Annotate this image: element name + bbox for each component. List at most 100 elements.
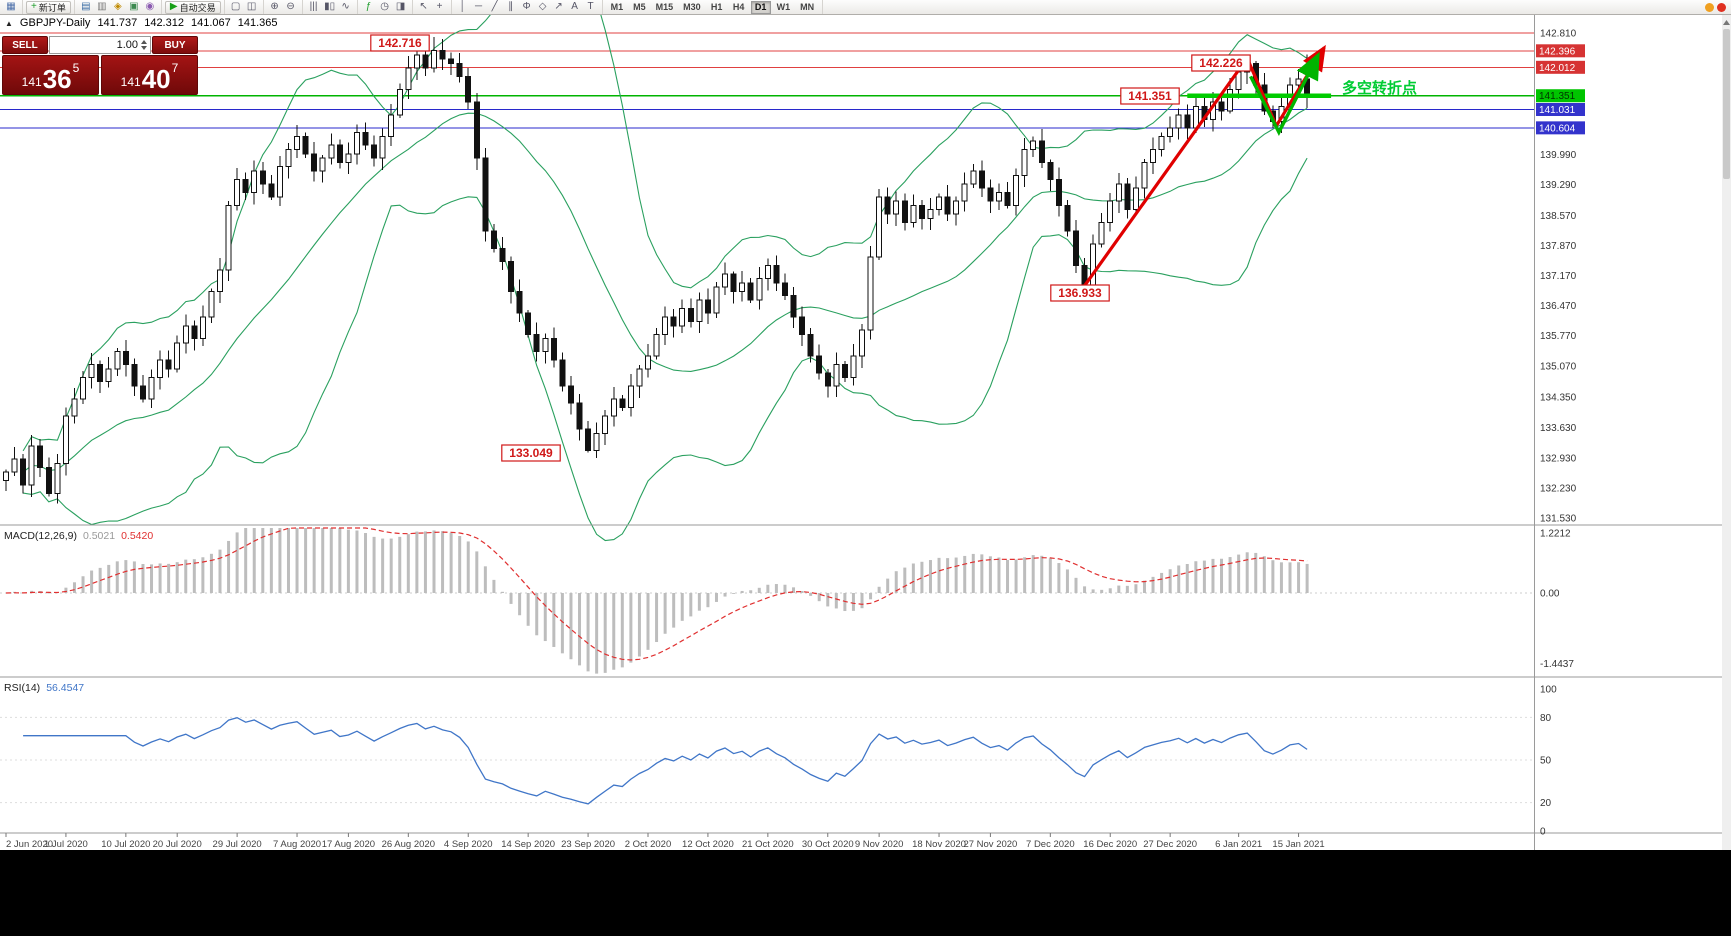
macd-axis-label: 0.00 (1540, 589, 1560, 600)
candle-body (722, 273, 729, 288)
candle-body (259, 170, 266, 185)
price-label[interactable]: 142.226 (1191, 54, 1251, 72)
scrollbar-thumb[interactable] (1723, 29, 1730, 179)
new-order-button[interactable]: + 新订单 (26, 0, 71, 14)
timeframe-h1[interactable]: H1 (710, 2, 723, 12)
text-label-icon[interactable]: T (587, 1, 594, 12)
rsi-axis-label: 20 (1540, 798, 1552, 809)
equidistant-channel-icon[interactable]: ∥ (508, 1, 514, 12)
candle-body (422, 54, 429, 69)
trendline-icon[interactable]: ╱ (491, 1, 498, 12)
scrollbar-track[interactable] (1722, 15, 1731, 850)
sell-price-box[interactable]: 141 36 5 (2, 55, 99, 95)
candle-body (833, 364, 840, 387)
price-axis-label: 142.810 (1540, 29, 1577, 40)
volume-input[interactable]: 1.00 (49, 36, 151, 54)
timeframe-m1[interactable]: M1 (610, 2, 624, 12)
market-watch-icon[interactable]: ▤ (81, 1, 91, 12)
candle-body (328, 144, 335, 159)
alert-icon[interactable] (1717, 2, 1726, 12)
trend-arrow[interactable] (1083, 44, 1326, 287)
bollinger-upper-band[interactable] (22, 15, 1308, 452)
volume-down-icon[interactable] (141, 46, 147, 50)
chart-area[interactable]: 142.716 142.226 141.351 136.933 133.049 多空转折点… (0, 15, 1731, 850)
arrows-icon[interactable]: ↗ (554, 1, 563, 12)
data-window-icon[interactable]: ▥ (97, 1, 107, 12)
strategy-tester-icon[interactable]: ◉ (145, 1, 155, 12)
timeframe-mn[interactable]: MN (800, 2, 815, 12)
chart-window-icon[interactable]: ▦ (6, 1, 16, 12)
indicators-icon[interactable]: ƒ (365, 1, 372, 12)
cascade-windows-icon[interactable]: ▢ (230, 1, 241, 12)
candle-body (1124, 183, 1131, 211)
price-label[interactable]: 133.049 (501, 444, 561, 462)
template-icon[interactable]: ◨ (395, 1, 406, 12)
timeframe-d1[interactable]: D1 (750, 0, 771, 14)
crosshair-icon[interactable]: + (436, 1, 443, 12)
candle-body (1150, 149, 1157, 163)
scroll-up-icon[interactable] (1723, 20, 1730, 25)
fibonacci-icon[interactable]: Φ (522, 1, 531, 12)
bollinger-middle-band[interactable] (22, 107, 1308, 473)
horizontal-line-icon[interactable]: ─ (475, 1, 483, 12)
macd-axis-label: -1.4437 (1540, 659, 1574, 670)
time-axis-label: 14 Sep 2020 (501, 839, 555, 850)
candle-body (508, 260, 515, 292)
timeframe-m5[interactable]: M5 (633, 2, 646, 12)
collapse-triangle-icon[interactable]: ▲ (5, 18, 13, 28)
time-axis-label: 6 Jan 2021 (1215, 839, 1262, 850)
buy-button[interactable]: BUY (152, 36, 198, 54)
price-label[interactable]: 136.933 (1050, 284, 1110, 302)
timeframe-h4[interactable]: H4 (732, 2, 745, 12)
bollinger-lower-band[interactable] (23, 157, 1308, 542)
notification-icon[interactable] (1705, 2, 1714, 12)
bars-chart-icon[interactable]: ||| (309, 1, 318, 12)
shapes-icon[interactable]: ◇ (538, 1, 547, 12)
sell-button[interactable]: SELL (2, 36, 48, 54)
line-chart-icon[interactable]: ∿ (341, 1, 350, 12)
periods-icon[interactable]: ◷ (380, 1, 389, 12)
timeframe-w1[interactable]: W1 (776, 2, 791, 12)
price-axis-tag: 140.604 (1536, 121, 1585, 135)
candle-body (730, 273, 737, 292)
candle-body (71, 398, 78, 417)
candle-body (559, 359, 566, 387)
buy-price-box[interactable]: 141 40 7 (101, 55, 198, 95)
svg-text:142.012: 142.012 (1539, 63, 1576, 74)
macd-signal-line (5, 527, 1308, 661)
time-axis-label: 2 Jun 2020 (6, 839, 53, 850)
candlesticks (3, 37, 1311, 504)
candle-body (781, 282, 788, 297)
navigator-icon[interactable]: ◈ (114, 1, 122, 12)
vertical-line-icon[interactable]: │ (459, 1, 466, 12)
svg-text:140.604: 140.604 (1539, 123, 1576, 134)
time-axis-label: 23 Sep 2020 (561, 839, 615, 850)
text-icon[interactable]: A (571, 1, 578, 12)
candle-body (901, 200, 908, 224)
volume-up-icon[interactable] (141, 40, 147, 44)
cursor-icon[interactable]: ↖ (419, 1, 428, 12)
zoom-out-icon[interactable]: ⊖ (286, 1, 295, 12)
candle-body (165, 359, 172, 370)
trend-arrow[interactable] (1249, 51, 1320, 137)
zoom-in-icon[interactable]: ⊕ (270, 1, 279, 12)
autotrading-button[interactable]: ▶ 自动交易 (164, 0, 221, 14)
candle-body (978, 170, 985, 189)
tile-windows-icon[interactable]: ◫ (246, 1, 257, 12)
candlestick-chart-icon[interactable]: ▮▯ (324, 1, 336, 12)
candle-body (490, 230, 497, 249)
time-axis-label: 2 Oct 2020 (625, 839, 671, 850)
price-label[interactable]: 142.716 (370, 34, 430, 52)
candle-body (841, 364, 848, 378)
candle-body (285, 149, 292, 168)
buy-price-pip: 7 (171, 61, 179, 75)
timeframe-m15[interactable]: M15 (655, 2, 674, 12)
timeframe-m30[interactable]: M30 (683, 2, 701, 12)
candle-body (859, 329, 865, 357)
rsi-axis-label: 100 (1540, 685, 1557, 696)
price-label[interactable]: 141.351 (1120, 87, 1180, 105)
ohlc-low: 141.067 (190, 17, 231, 29)
annotation-text[interactable]: 多空转折点 (1342, 79, 1417, 97)
candle-body (790, 295, 797, 318)
terminal-icon[interactable]: ▣ (129, 1, 139, 12)
